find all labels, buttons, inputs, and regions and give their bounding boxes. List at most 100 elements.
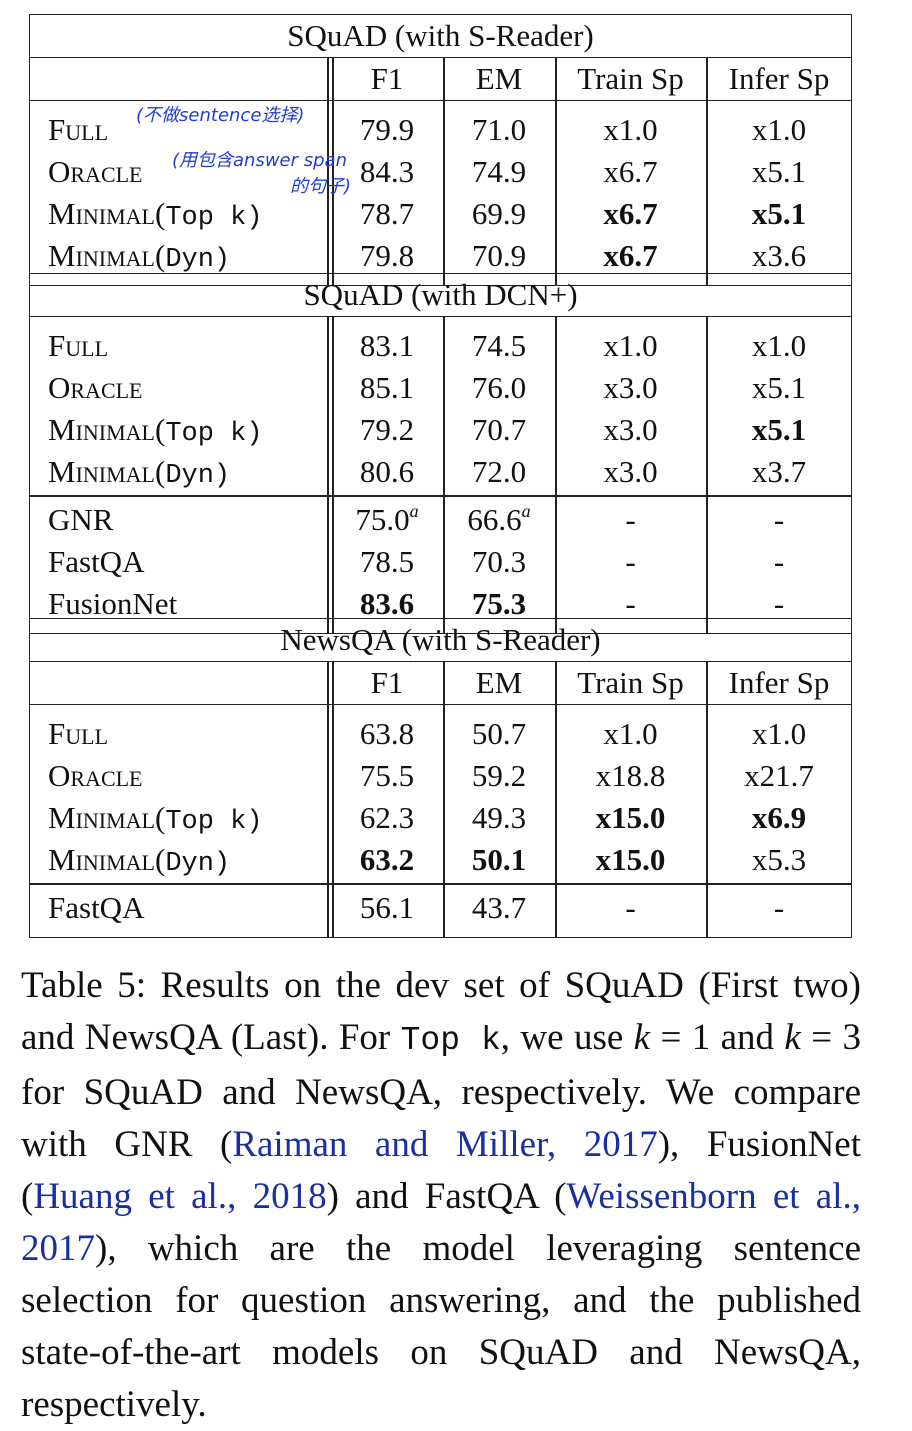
table-cell: x1.0 [603,716,658,751]
column-header: Train Sp [577,665,684,700]
table-cell: 75.0a [355,500,419,537]
table-row: FastQA 78.5 70.3 - - [30,541,851,583]
table-cell: 84.3 [359,154,415,189]
table-cell: x21.7 [744,758,814,793]
row-label: Oracle [48,370,143,405]
row-label: GNR [48,502,114,537]
row-label: Oracle [48,154,143,189]
row-label: FastQA [48,890,145,925]
table-cell: x6.7 [603,238,658,273]
citation-link[interactable]: Huang et al., 2018 [33,1176,327,1217]
caption-code-topk: Top k [400,1022,501,1059]
table-block: SQuAD (with S-Reader) F1 EM Train Sp Infer S… [29,14,852,286]
table-body: Full 83.1 74.5 x1.0 x1.0 Oracle 85.1 76.0 x3.0 x5… [30,317,851,633]
table-row: Minimal(Dyn) 79.8 70.9 x6.7 x3.6 [30,235,851,277]
footnote-marker: a [521,500,531,521]
table-cell: 49.3 [471,800,527,835]
footnote-marker: a [409,500,419,521]
table-cell: x3.7 [751,454,807,489]
column-divider [706,661,708,937]
table-cell: 63.8 [359,716,415,751]
citation-link[interactable]: Weissenborn et al., 2017 [21,1176,861,1269]
row-label: Minimal(Dyn) [48,454,231,491]
column-divider [706,316,708,633]
table-row: Oracle 84.3 74.9 x6.7 x5.1 [30,151,851,193]
row-label: Minimal(Top k) [48,800,263,837]
table-title: NewsQA (with S-Reader) [30,619,851,662]
table-cell: x3.0 [603,412,658,447]
row-label: Minimal(Dyn) [48,238,231,275]
group-divider [30,495,851,497]
table-cell: - [773,890,785,925]
column-header: F1 [370,665,404,700]
column-divider [332,57,334,285]
table-cell: x3.6 [751,238,807,273]
table-cell: 78.5 [359,544,415,579]
handwritten-note-oracle-2: 的句子) [290,176,352,197]
table-cell: x3.0 [603,370,658,405]
table-cell: x1.0 [751,112,807,147]
table-cell: x1.0 [751,328,807,363]
table-row: Minimal(Dyn) 80.6 72.0 x3.0 x3.7 [30,451,851,493]
table-row: GNR 75.0a 66.6a - - [30,499,851,541]
table-cell: 50.7 [471,716,527,751]
table-cell: 80.6 [359,454,415,489]
table-title: SQuAD (with S-Reader) [30,15,851,58]
table-cell: 74.9 [471,154,527,189]
table-cell: x6.9 [751,800,807,835]
table-cell: x5.3 [751,842,807,877]
table-cell: 70.3 [471,544,527,579]
row-label: Full [48,716,109,751]
column-divider [555,661,557,937]
table-cell: - [625,502,636,537]
table-cell: 79.2 [359,412,415,447]
table-caption: Table 5: Results on the dev set of SQuAD… [21,965,861,1425]
table-cell: - [625,586,636,621]
table-cell: - [773,544,785,579]
table-cell: 66.6a [467,500,531,537]
row-label: Full [48,112,109,147]
row-label: Minimal(Top k) [48,412,263,449]
table-row: Full 79.9 71.0 x1.0 x1.0 [30,109,851,151]
column-header: EM [475,61,523,96]
column-divider [327,661,329,937]
row-label: FusionNet [48,586,178,621]
table-row: Full 63.8 50.7 x1.0 x1.0 [30,713,851,755]
column-divider [555,57,557,285]
table-cell: 71.0 [471,112,527,147]
handwritten-note-oracle: (用包含answer span [172,150,347,171]
table-row: FastQA 56.1 43.7 - - [30,887,851,929]
table-cell: 76.0 [471,370,527,405]
column-divider [332,661,334,937]
table-cell: x5.1 [751,196,807,231]
table-cell: 75.3 [471,586,527,621]
column-divider [327,316,329,633]
table-cell: x5.1 [751,370,807,405]
citation-link[interactable]: Raiman and Miller, 2017 [232,1124,658,1165]
table-cell: 59.2 [471,758,527,793]
table-body: Full 63.8 50.7 x1.0 x1.0 Oracle 75.5 59.2 x18.8 x… [30,705,851,937]
column-header: EM [475,665,523,700]
table-row: Oracle 75.5 59.2 x18.8 x21.7 [30,755,851,797]
column-header: Train Sp [577,61,684,96]
table-cell: 69.9 [471,196,527,231]
table-cell: x1.0 [751,716,807,751]
table-cell: 56.1 [359,890,415,925]
table-cell: - [625,544,636,579]
row-label: FastQA [48,544,145,579]
table-cell: x6.7 [603,196,658,231]
row-label: Oracle [48,758,143,793]
table-cell: 63.2 [359,842,415,877]
table-block: NewsQA (with S-Reader) F1 EM Train Sp Infer … [29,618,852,938]
table-cell: 62.3 [359,800,415,835]
table-cell: x5.1 [751,412,807,447]
table-block: SQuAD (with DCN+) Full 83.1 74.5 x1.0 x1.0 Ora… [29,273,852,634]
table-row: Minimal(Top k) 62.3 49.3 x15.0 x6.9 [30,797,851,839]
table-cell: 75.5 [359,758,415,793]
table-cell: 83.1 [359,328,415,363]
table-row: Minimal(Top k) 78.7 69.9 x6.7 x5.1 [30,193,851,235]
table-cell: 70.9 [471,238,527,273]
row-label: Full [48,328,109,363]
table-row: Minimal(Top k) 79.2 70.7 x3.0 x5.1 [30,409,851,451]
table-cell: x18.8 [595,758,666,793]
